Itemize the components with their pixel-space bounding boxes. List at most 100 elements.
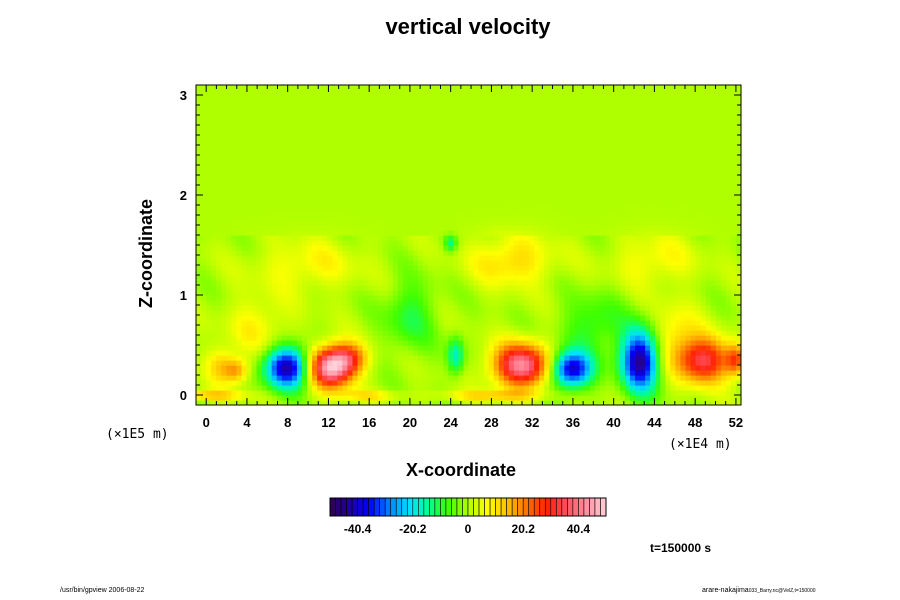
field-cell [236,320,243,326]
field-cell [418,400,424,405]
field-cell [312,285,318,291]
field-cell [725,350,732,356]
field-cell [503,260,510,266]
field-cell [251,260,258,266]
field-cell [377,220,384,226]
field-cell [226,305,232,311]
field-cell [589,355,596,361]
field-cell [710,350,717,356]
field-cell [690,265,697,271]
field-cell [549,220,555,226]
field-cell [382,245,389,251]
field-cell [206,230,212,236]
field-cell [594,210,601,216]
field-cell [362,355,369,361]
field-cell [261,275,268,281]
field-cell [418,355,424,361]
field-cell [635,265,641,271]
field-cell [458,230,465,236]
field-cell [226,205,232,211]
field-cell [624,245,631,251]
field-cell [645,290,651,296]
field-cell [483,215,490,221]
field-cell [700,240,707,246]
field-cell [392,275,399,281]
field-cell [448,235,454,241]
field-cell [382,210,389,216]
field-cell [685,390,692,396]
field-cell [483,190,490,196]
field-cell [327,370,333,376]
field-cell [518,250,525,256]
field-cell [357,400,364,405]
field-cell [700,230,707,236]
field-cell [629,305,636,311]
field-cell [513,350,520,356]
field-cell [720,225,727,231]
field-cell [221,265,227,271]
field-cell [342,230,348,236]
field-cell [362,260,369,266]
field-cell [508,390,515,396]
field-cell [281,400,288,405]
field-cell [483,390,490,396]
field-cell [281,320,288,326]
field-cell [710,395,717,401]
field-cell [246,390,253,396]
field-cell [201,190,207,196]
field-cell [473,380,480,386]
field-cell [700,380,707,386]
field-cell [574,195,581,201]
field-cell [312,365,318,371]
field-cell [296,255,303,261]
field-cell [236,325,243,331]
field-cell [589,365,596,371]
field-cell [534,210,540,216]
field-cell [539,230,545,236]
field-cell [670,335,676,341]
field-cell [715,225,722,231]
field-cell [301,230,308,236]
field-cell [498,345,505,351]
field-cell [453,320,460,326]
field-cell [665,380,671,386]
field-cell [569,335,576,341]
field-cell [352,330,359,336]
field-cell [448,200,454,206]
field-cell [544,380,550,386]
field-cell [549,300,555,306]
field-cell [317,260,323,266]
field-cell [332,325,338,331]
field-cell [478,260,485,266]
field-cell [196,200,202,206]
field-cell [468,370,475,376]
field-cell [473,180,480,186]
field-cell [458,205,465,211]
field-cell [624,285,631,291]
field-cell [246,290,253,296]
field-cell [559,210,565,216]
field-cell [604,260,611,266]
field-cell [518,180,525,186]
field-cell [412,345,419,351]
field-cell [599,340,606,346]
field-cell [665,250,671,256]
field-cell [382,295,389,301]
field-cell [307,195,313,201]
field-cell [715,250,722,256]
field-cell [332,295,338,301]
field-cell [478,175,485,181]
field-cell [715,280,722,286]
field-cell [645,225,651,231]
field-cell [231,265,237,271]
field-cell [423,335,429,341]
field-cell [322,180,328,186]
field-cell [478,240,485,246]
field-cell [493,185,500,191]
field-cell [216,370,222,376]
field-cell [216,195,222,201]
field-cell [357,245,364,251]
field-cell [569,265,576,271]
field-cell [660,400,666,405]
field-cell [614,250,621,256]
